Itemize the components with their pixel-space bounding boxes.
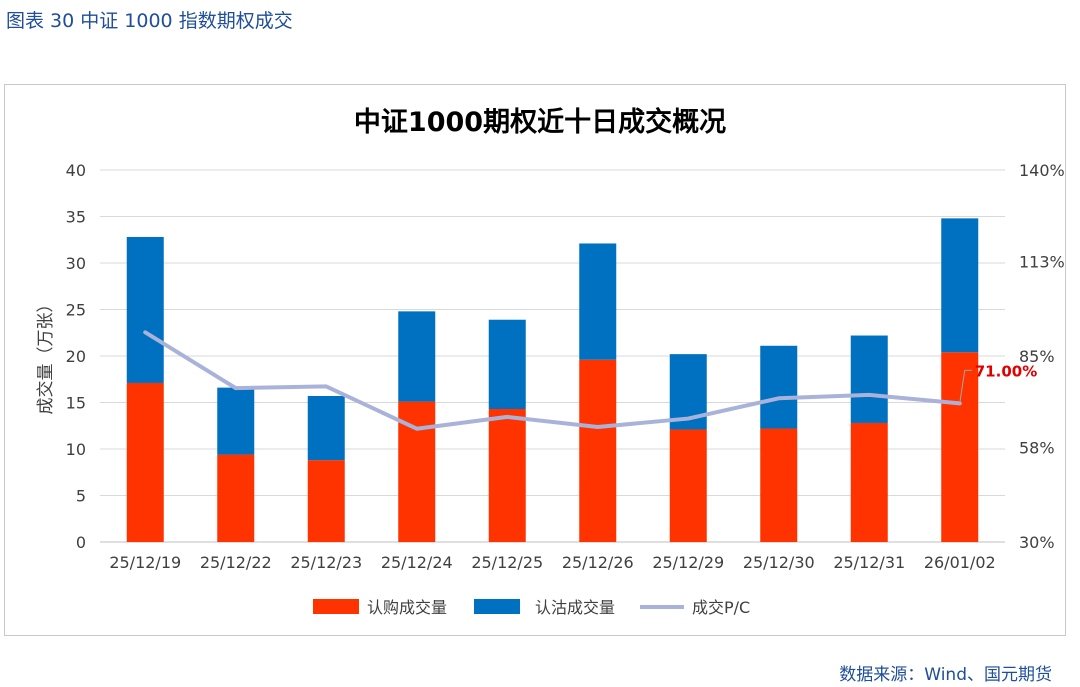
legend: 认购成交量 认沽成交量 成交P/C [313, 598, 750, 617]
legend-swatch-put [474, 599, 520, 614]
y-tick-label: 15 [66, 394, 86, 413]
bar-put [488, 319, 526, 410]
bar-put [760, 345, 798, 429]
y2-tick-label: 140% [1019, 161, 1065, 180]
y-tick-label: 30 [66, 254, 86, 273]
bar-call [126, 382, 164, 542]
y-tick-label: 20 [66, 347, 86, 366]
y-tick-label: 35 [66, 208, 86, 227]
y-tick-label: 5 [76, 487, 86, 506]
x-tick-label: 26/01/02 [924, 553, 996, 572]
y2-tick-label: 113% [1019, 252, 1065, 271]
legend-label-call: 认购成交量 [367, 598, 447, 617]
pc-line-group [143, 330, 962, 431]
x-tick-label: 25/12/29 [652, 553, 724, 572]
bar-call [669, 429, 707, 542]
x-tick-label: 25/12/23 [290, 553, 362, 572]
chart-title: 中证1000期权近十日成交概况 [354, 106, 726, 138]
legend-swatch-call [313, 599, 359, 614]
y2-tick-label: 58% [1019, 438, 1055, 457]
bar-call [488, 409, 526, 542]
x-tick-label: 25/12/24 [381, 553, 453, 572]
legend-label-put: 认沽成交量 [535, 598, 615, 617]
source-note: 数据来源：Wind、国元期货 [839, 665, 1052, 685]
pc-annotation: 71.00% [959, 362, 1037, 404]
x-tick-label: 25/12/25 [471, 553, 543, 572]
x-axis-ticks: 25/12/19 25/12/22 25/12/23 25/12/24 25/12/25… [109, 553, 995, 572]
chart-frame [4, 84, 1066, 636]
legend-label-pc: 成交P/C [692, 598, 750, 617]
left-axis-ticks: 0 5 10 15 20 25 30 35 40 [66, 161, 86, 552]
y2-tick-label: 30% [1019, 533, 1055, 552]
bars [126, 218, 979, 542]
bar-put [217, 387, 255, 455]
bar-put [126, 236, 164, 383]
right-axis-ticks: 30% 58% 85% 113% 140% [1019, 161, 1065, 552]
bar-call [850, 422, 888, 542]
bar-put [579, 243, 617, 360]
bar-call [579, 359, 617, 542]
y-axis-label: 成交量（万张） [36, 296, 56, 415]
bar-put [398, 311, 436, 402]
y-tick-label: 40 [66, 161, 86, 180]
bar-call [760, 428, 798, 542]
bar-put [307, 395, 345, 461]
pc-line [143, 330, 962, 431]
annotation-label: 71.00% [975, 362, 1037, 380]
bar-call [217, 454, 255, 542]
x-tick-label: 25/12/30 [743, 553, 815, 572]
bar-put [850, 335, 888, 423]
y-tick-label: 25 [66, 301, 86, 320]
y-tick-label: 10 [66, 440, 86, 459]
x-tick-label: 25/12/19 [109, 553, 181, 572]
bar-call [941, 352, 979, 542]
bar-call [307, 460, 345, 542]
annotation-leader [959, 370, 966, 404]
bar-put [941, 218, 979, 353]
x-tick-label: 25/12/26 [562, 553, 634, 572]
x-tick-label: 25/12/22 [200, 553, 272, 572]
figure-label: 图表 30 中证 1000 指数期权成交 [6, 10, 293, 32]
x-tick-label: 25/12/31 [833, 553, 905, 572]
y2-tick-label: 85% [1019, 347, 1055, 366]
y-tick-label: 0 [76, 533, 86, 552]
